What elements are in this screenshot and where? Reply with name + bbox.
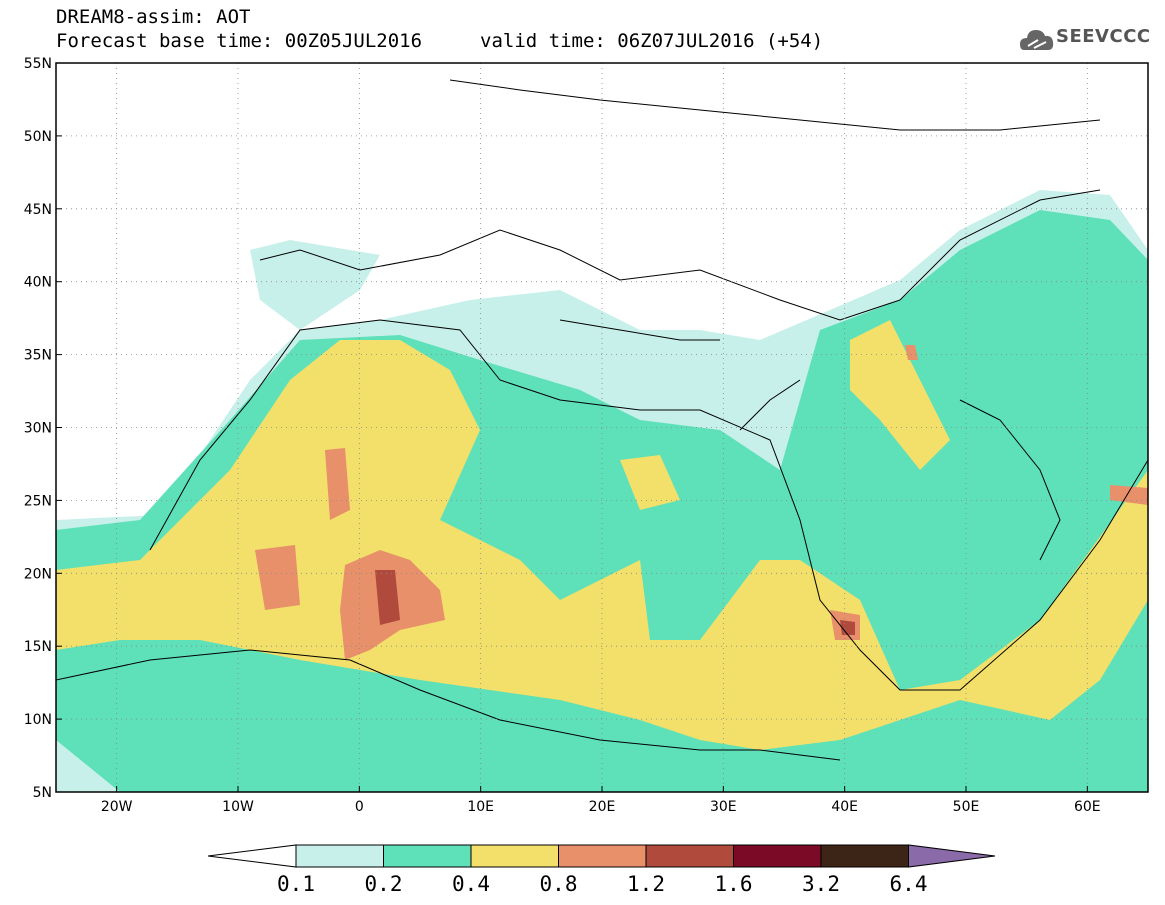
- colorbar-label: 0.8: [539, 872, 578, 896]
- colorbar-label: 0.4: [452, 872, 490, 896]
- colorbar-label: 0.1: [277, 872, 315, 896]
- valid-time: valid time: 06Z07JUL2016 (+54): [480, 30, 824, 52]
- colorbar-over-arrow: [908, 844, 996, 868]
- lat-tick-label: 10N: [24, 712, 52, 728]
- latitude-ticks: 5N 10N 15N 20N 25N 30N 35N 40N 45N 50N 55N: [24, 56, 62, 801]
- cloud-logo-icon: [1020, 30, 1054, 50]
- lat-tick-label: 45N: [24, 202, 52, 218]
- colorbar-segment: [295, 844, 384, 868]
- lat-tick-label: 35N: [24, 348, 52, 364]
- lon-tick-label: 40E: [831, 799, 858, 815]
- lat-tick-label: 40N: [24, 275, 52, 291]
- colorbar-segment: [470, 844, 559, 868]
- country-borders: [56, 79, 1148, 761]
- logo-text: SEEVCCC: [1056, 26, 1151, 47]
- map-title: DREAM8-assim: AOT: [56, 6, 251, 28]
- aot-contour-0.4: [56, 320, 1148, 750]
- lon-tick-label: 30E: [710, 799, 737, 815]
- lon-tick-label: 10W: [222, 799, 254, 815]
- colorbar: [207, 844, 996, 868]
- colorbar-segment: [383, 844, 472, 868]
- lon-tick-label: 20E: [589, 799, 616, 815]
- colorbar-label: 3.2: [802, 872, 840, 896]
- colorbar-segment: [733, 844, 822, 868]
- colorbar-segment: [820, 844, 909, 868]
- lon-tick-label: 60E: [1074, 799, 1101, 815]
- lat-tick-label: 25N: [24, 493, 52, 509]
- aot-contour-0.8: [255, 345, 1148, 660]
- lon-tick-label: 10E: [467, 799, 494, 815]
- colorbar-segment: [645, 844, 734, 868]
- lon-tick-label: 50E: [953, 799, 980, 815]
- colorbar-label: 1.2: [627, 872, 665, 896]
- lon-tick-label: 20W: [101, 799, 133, 815]
- lat-tick-label: 55N: [24, 56, 52, 72]
- lat-tick-label: 50N: [24, 129, 52, 145]
- colorbar-label: 6.4: [889, 872, 928, 896]
- colorbar-label: 1.6: [714, 872, 753, 896]
- lon-tick-label: 0: [355, 799, 364, 815]
- lat-tick-label: 15N: [24, 639, 52, 655]
- lat-tick-label: 30N: [24, 421, 52, 437]
- lat-tick-label: 20N: [24, 566, 52, 582]
- lat-tick-label: 5N: [33, 785, 52, 801]
- colorbar-under-arrow: [207, 844, 297, 868]
- forecast-base-time: Forecast base time: 00Z05JUL2016: [56, 30, 423, 52]
- colorbar-segment: [558, 844, 647, 868]
- colorbar-label: 0.2: [364, 872, 403, 896]
- longitude-ticks: 20W 10W 0 10E 20E 30E 40E 50E 60E: [101, 786, 1101, 815]
